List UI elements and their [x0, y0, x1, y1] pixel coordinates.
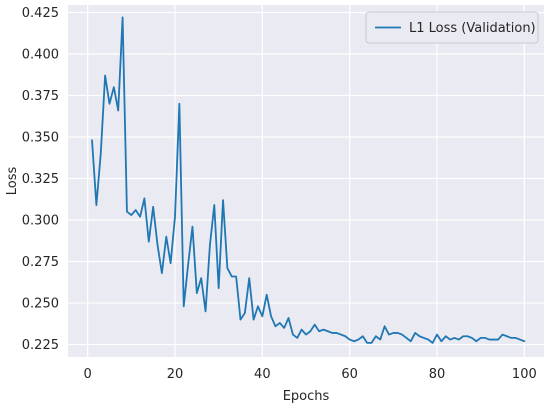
tick-labels: 0.225 0.250 0.275 0.300 0.325 0.350 0.375 0.400…: [22, 6, 537, 382]
grid-lines: [68, 5, 544, 357]
x-tick-label: 100: [512, 367, 537, 382]
x-tick-label: 40: [254, 367, 271, 382]
y-tick-label: 0.250: [22, 297, 59, 312]
y-tick-label: 0.225: [22, 338, 59, 353]
y-tick-label: 0.375: [22, 89, 59, 104]
series-layer: [91, 16, 526, 344]
legend-box: [365, 11, 539, 44]
y-tick-label: 0.325: [22, 172, 59, 187]
y-axis-label: Loss: [5, 167, 20, 196]
x-tick-label: 80: [429, 367, 446, 382]
x-tick-label: 0: [84, 367, 92, 382]
legend-entry-label: L1 Loss (Validation): [409, 21, 536, 36]
x-tick-label: 60: [341, 367, 358, 382]
y-tick-label: 0.300: [22, 214, 59, 229]
x-tick-label: 20: [167, 367, 184, 382]
plot-area: [68, 5, 544, 357]
y-tick-label: 0.425: [22, 6, 59, 21]
y-tick-label: 0.400: [22, 47, 59, 62]
y-tick-label: 0.350: [22, 131, 59, 146]
series-line: [91, 16, 526, 344]
legend: L1 Loss (Validation): [365, 11, 539, 44]
y-tick-label: 0.275: [22, 255, 59, 270]
x-axis-label: Epochs: [283, 389, 330, 404]
